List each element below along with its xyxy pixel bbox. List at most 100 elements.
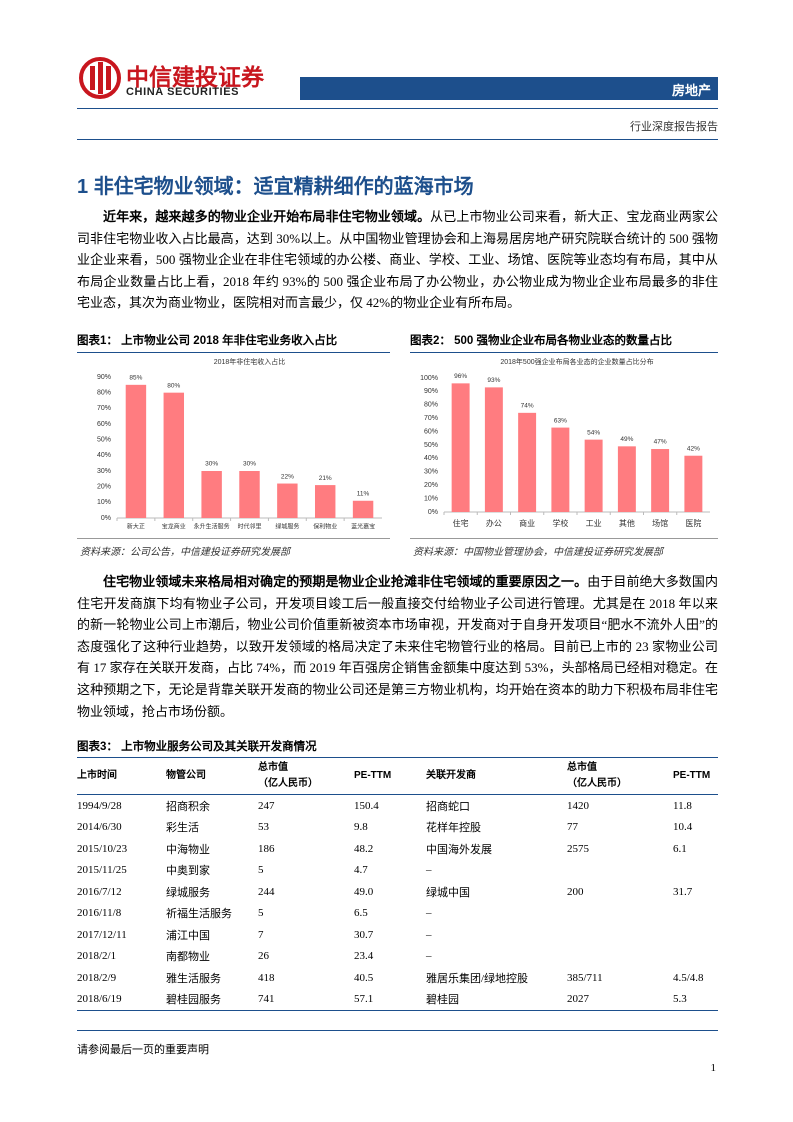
table-cell: 2018/2/9 bbox=[77, 967, 166, 989]
table-cell: 186 bbox=[258, 838, 354, 860]
cell-text: 26 bbox=[258, 950, 269, 963]
cell-text: 祈福生活服务 bbox=[166, 908, 232, 921]
section-number: 1 bbox=[77, 176, 89, 198]
table-cell: 碧桂园服务 bbox=[166, 989, 258, 1011]
table-cell: 11.8 bbox=[673, 795, 718, 817]
table-cell: 9.8 bbox=[354, 817, 426, 839]
y-tick-label: 80% bbox=[97, 390, 111, 397]
x-tick-label: 医院 bbox=[685, 518, 701, 528]
bar bbox=[684, 455, 703, 512]
bar bbox=[617, 446, 636, 512]
figure-caption: 图表2： 500 强物业企业布局各物业业态的数量占比 bbox=[410, 332, 718, 353]
x-tick-label: 宝龙商业 bbox=[162, 523, 186, 531]
table-cell: 2016/7/12 bbox=[77, 881, 166, 903]
cell-text: 186 bbox=[258, 842, 275, 855]
table-cell: 2027 bbox=[567, 989, 673, 1011]
table-cell: 31.7 bbox=[673, 881, 718, 903]
cell-text: 浦江中国 bbox=[166, 929, 210, 942]
table-cell: 40.5 bbox=[354, 967, 426, 989]
cell-text: 雅居乐集团/绿地控股 bbox=[426, 972, 529, 985]
cell-text: 南都物业 bbox=[166, 951, 210, 964]
page-number: 1 bbox=[710, 1062, 717, 1074]
cell-text: 2014/6/30 bbox=[77, 821, 122, 834]
bar bbox=[277, 483, 298, 518]
table-cell: 浦江中国 bbox=[166, 924, 258, 946]
table-row: 1994/9/28 招商积余 247 150.4 招商蛇口 1420 11.8 bbox=[77, 795, 718, 817]
source: 资料来源：中国物业管理协会，中信建投证券研究发展部 bbox=[413, 547, 663, 558]
table-body: 1994/9/28 招商积余 247 150.4 招商蛇口 1420 11.8 2014/6/… bbox=[77, 795, 718, 1011]
data-label: 63% bbox=[554, 417, 567, 424]
cell-text: 2015/11/25 bbox=[77, 864, 127, 877]
cell-text: 11.8 bbox=[673, 799, 692, 812]
column-header: 关联开发商 bbox=[426, 758, 567, 795]
cell-text: 48.2 bbox=[354, 842, 374, 855]
bar bbox=[484, 387, 503, 512]
chart: 2018年500强企业布局各业态的企业数量占比分布 0% 10% 20% 30% 40% 5… bbox=[420, 357, 710, 528]
cell-text: 30.7 bbox=[354, 928, 374, 941]
x-tick-label: 办公 bbox=[486, 518, 502, 528]
cell-text: 40.5 bbox=[354, 971, 374, 984]
cell-text: 2018/6/19 bbox=[77, 993, 122, 1006]
table-cell bbox=[567, 946, 673, 968]
table-cell: 招商积余 bbox=[166, 795, 258, 817]
cell-text: 2016/7/12 bbox=[77, 885, 122, 898]
column-header: PE-TTM bbox=[673, 758, 718, 795]
rule bbox=[77, 108, 718, 109]
table-cell: 4.7 bbox=[354, 860, 426, 882]
cell-text: 2018/2/1 bbox=[77, 950, 117, 963]
bar bbox=[125, 384, 147, 518]
bar bbox=[314, 485, 336, 518]
table-cell bbox=[567, 860, 673, 882]
table-cell: – bbox=[426, 860, 567, 882]
lead: 近年来，越来越多的物业企业开始布局非住宅物业领域。 bbox=[103, 209, 431, 224]
text: 从已上市物业公司来看，新大正、宝龙商业两家公司非住宅物业收入占比最高，达到 30… bbox=[77, 209, 718, 311]
cell-text: 23.4 bbox=[354, 950, 374, 963]
table-cell: 49.0 bbox=[354, 881, 426, 903]
bar bbox=[584, 439, 603, 512]
cell-text: 绿城服务 bbox=[166, 886, 210, 899]
x-tick-label: 工业 bbox=[586, 518, 602, 528]
sector-bar bbox=[300, 77, 718, 100]
y-tick-label: 50% bbox=[97, 437, 111, 444]
table-cell: 绿城服务 bbox=[166, 881, 258, 903]
cell-text: 2017/12/11 bbox=[77, 928, 127, 941]
data-label: 93% bbox=[487, 377, 500, 384]
x-tick-label: 保利物业 bbox=[313, 523, 337, 531]
bar bbox=[201, 471, 222, 518]
cell-text: 6.1 bbox=[673, 842, 687, 855]
table-row: 2017/12/11 浦江中国 7 30.7 – bbox=[77, 924, 718, 946]
table-row: 2016/11/8 祈福生活服务 5 6.5 – bbox=[77, 903, 718, 925]
table-cell: 150.4 bbox=[354, 795, 426, 817]
table-cell: 48.2 bbox=[354, 838, 426, 860]
table-cell: 祈福生活服务 bbox=[166, 903, 258, 925]
table-cell bbox=[567, 924, 673, 946]
table-cell: 10.4 bbox=[673, 817, 718, 839]
column-header: 上市时间 bbox=[77, 758, 166, 795]
column-header: 总市值 （亿人民币） bbox=[258, 758, 354, 795]
cell-text: 31.7 bbox=[673, 885, 693, 898]
bar bbox=[239, 471, 260, 518]
y-tick-label: 90% bbox=[97, 374, 111, 381]
cell-text: 中国海外发展 bbox=[426, 843, 492, 856]
cell-text: 彩生活 bbox=[166, 822, 199, 835]
paragraph: 住宅物业领域未来格局相对确定的预期是物业企业抢滩非住宅领域的重要原因之一。由于目… bbox=[77, 571, 718, 722]
paragraph: 近年来，越来越多的物业企业开始布局非住宅物业领域。从已上市物业公司来看，新大正、… bbox=[77, 206, 718, 314]
table-cell: 2015/10/23 bbox=[77, 838, 166, 860]
cell-text: 雅生活服务 bbox=[166, 972, 221, 985]
x-tick-label: 商业 bbox=[519, 518, 535, 528]
cell-text: – bbox=[426, 950, 432, 963]
y-tick-label: 90% bbox=[424, 388, 438, 395]
section-title: 非住宅物业领域：适宜精耕细作的蓝海市场 bbox=[93, 176, 474, 198]
data-label: 22% bbox=[281, 473, 294, 480]
cell-text: 247 bbox=[258, 799, 275, 812]
cell-text: 10.4 bbox=[673, 821, 693, 834]
x-tick-label: 时代邻里 bbox=[237, 523, 261, 531]
table-cell bbox=[673, 946, 718, 968]
header-text: （亿人民币） bbox=[258, 778, 318, 789]
table: 上市时间 物管公司 总市值 （亿人民币） PE-TTM 关联开发商 总市值 （亿人民币） PE-… bbox=[77, 757, 718, 1011]
table-cell bbox=[673, 903, 718, 925]
header-text: PE-TTM bbox=[673, 770, 711, 781]
header-text: （亿人民币） bbox=[567, 778, 627, 789]
cell-text: 1420 bbox=[567, 799, 589, 812]
